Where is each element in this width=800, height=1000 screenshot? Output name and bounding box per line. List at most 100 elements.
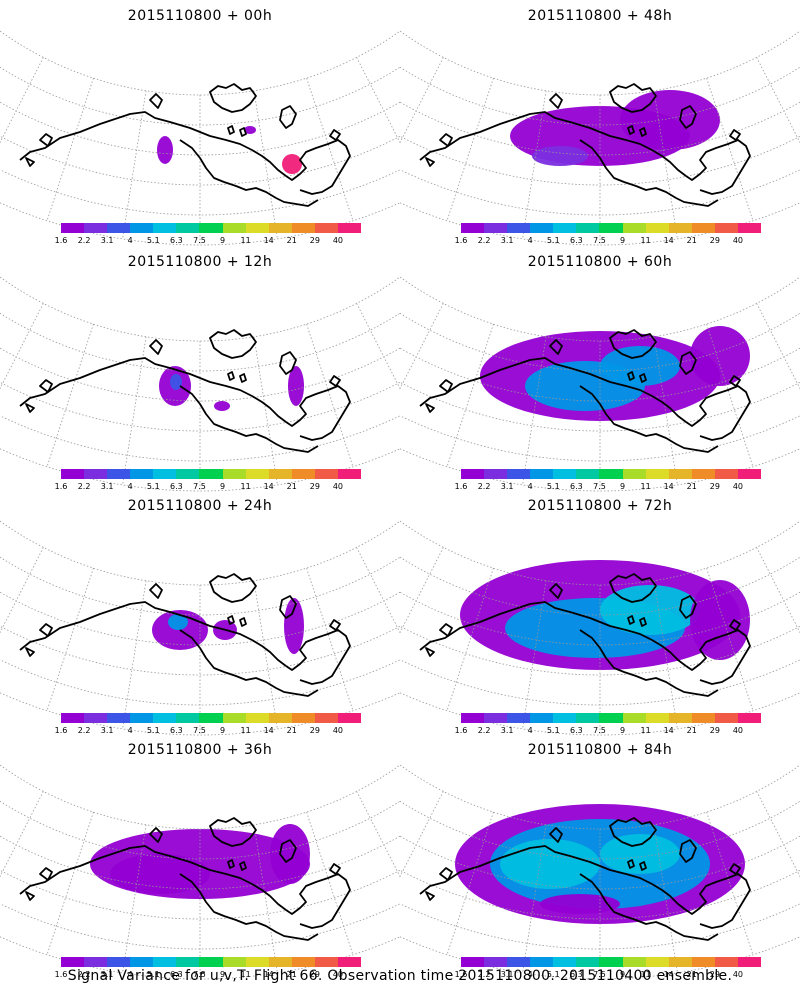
colorbar-swatch	[222, 713, 246, 723]
colorbar-tick-label: 2.2	[77, 970, 91, 979]
colorbar-tick-label: 6.3	[170, 236, 183, 245]
colorbar-tick-label: 29	[709, 970, 720, 979]
colorbar-swatch	[461, 713, 485, 723]
colorbar-swatch	[107, 957, 131, 967]
colorbar-labels: 1.6 2.2 3.1 4 5.1 6.3 7.5 9 11 14 21 29 40	[55, 482, 361, 492]
coastline	[419, 329, 751, 453]
colorbar-labels: 1.6 2.2 3.1 4 5.1 6.3 7.5 9 11 14 21 29 40	[55, 726, 361, 736]
forecast-panel: 2015110800 + 72h 1.6 2.2 3.1 4 5.1 6.3 7.5 9 11 14…	[400, 490, 800, 740]
colorbar-swatch	[576, 223, 600, 233]
colorbar-tick-label: 3.1	[500, 236, 514, 245]
colorbar-tick-label: 1.6	[454, 970, 468, 979]
variance-field	[157, 126, 302, 174]
colorbar-labels: 1.6 2.2 3.1 4 5.1 6.3 7.5 9 11 14 21 29 40	[55, 970, 361, 980]
polar-map	[0, 276, 400, 492]
colorbar	[61, 713, 362, 723]
colorbar-tick-label: 5.1	[546, 726, 560, 735]
colorbar-swatch	[268, 223, 292, 233]
colorbar-swatch	[61, 223, 85, 233]
variance-field	[510, 90, 720, 166]
colorbar-tick-label: 21	[686, 726, 697, 735]
colorbar-swatch	[599, 713, 623, 723]
forecast-panel: 2015110800 + 48h 1.6 2.2 3.1 4 5.1 6.3 7.5 9 11 14…	[400, 0, 800, 250]
colorbar-tick-label: 14	[663, 236, 674, 245]
forecast-panel: 2015110800 + 00h 1.6 2.2 3.1 4 5.1 6.3 7.5 9 11 14…	[0, 0, 400, 250]
colorbar-swatch	[245, 713, 269, 723]
colorbar-swatch	[84, 957, 108, 967]
polar-map	[400, 30, 800, 246]
colorbar-tick-label: 40	[732, 970, 744, 979]
colorbar-swatch	[622, 223, 646, 233]
colorbar-tick-label: 4	[527, 726, 533, 735]
colorbar-tick-label: 7.5	[593, 236, 606, 245]
colorbar-swatch	[314, 223, 338, 233]
colorbar-tick-label: 1.6	[454, 726, 468, 735]
colorbar-tick-label: 2.2	[477, 970, 491, 979]
polar-map	[0, 30, 400, 246]
colorbar-swatch	[130, 957, 154, 967]
colorbar-tick-label: 6.3	[570, 482, 583, 491]
colorbar-tick-label: 3.1	[500, 970, 514, 979]
colorbar-tick-label: 40	[732, 726, 744, 735]
colorbar-tick-label: 1.6	[54, 726, 68, 735]
colorbar-tick-label: 21	[286, 482, 297, 491]
forecast-panel: 2015110800 + 36h 1.6 2.2 3.1 4 5.1 6.3 7.5 9 11 14…	[0, 734, 400, 984]
colorbar-tick-label: 14	[263, 482, 274, 491]
colorbar-tick-label: 14	[263, 726, 274, 735]
colorbar-swatch	[530, 469, 554, 479]
colorbar-tick-label: 40	[332, 236, 344, 245]
colorbar-tick-label: 14	[263, 970, 274, 979]
variance-field	[460, 560, 750, 670]
colorbar-tick-label: 3.1	[100, 726, 114, 735]
colorbar-swatch	[530, 713, 554, 723]
colorbar-swatch	[337, 957, 362, 967]
colorbar-swatch	[268, 957, 292, 967]
colorbar-tick-label: 11	[640, 482, 651, 491]
colorbar-labels: 1.6 2.2 3.1 4 5.1 6.3 7.5 9 11 14 21 29 40	[55, 236, 361, 246]
colorbar-tick-label: 29	[709, 726, 720, 735]
colorbar-tick-label: 29	[709, 482, 720, 491]
colorbar-tick-label: 2.2	[477, 482, 491, 491]
colorbar-swatch	[714, 713, 738, 723]
variance-field	[480, 326, 750, 421]
colorbar-tick-label: 40	[732, 482, 744, 491]
colorbar-tick-label: 3.1	[100, 970, 114, 979]
colorbar-swatch	[61, 713, 85, 723]
colorbar	[61, 957, 362, 967]
colorbar-tick-label: 5.1	[146, 726, 160, 735]
colorbar-swatch	[314, 957, 338, 967]
colorbar-tick-label: 1.6	[454, 236, 468, 245]
map-grid	[400, 520, 800, 736]
colorbar-swatch	[507, 223, 531, 233]
colorbar-tick-label: 9	[619, 482, 626, 491]
colorbar-tick-label: 4	[527, 970, 533, 979]
colorbar-swatch	[84, 713, 108, 723]
colorbar-swatch	[291, 469, 315, 479]
colorbar-tick-label: 7.5	[193, 482, 206, 491]
colorbar-tick-label: 5.1	[546, 970, 560, 979]
colorbar-tick-label: 7.5	[193, 970, 206, 979]
colorbar-tick-label: 5.1	[546, 482, 560, 491]
polar-map	[0, 764, 400, 980]
colorbar-swatch	[245, 223, 269, 233]
colorbar-tick-label: 21	[686, 482, 697, 491]
forecast-panel: 2015110800 + 84h 1.6 2.2 3.1 4 5.1 6.3 7.5 9 11 14…	[400, 734, 800, 984]
colorbar-swatch	[153, 713, 177, 723]
colorbar-tick-label: 7.5	[193, 726, 206, 735]
colorbar-swatch	[61, 469, 85, 479]
forecast-panel: 2015110800 + 24h 1.6 2.2 3.1 4 5.1 6.3 7.5 9 11 14…	[0, 490, 400, 740]
colorbar-swatch	[622, 713, 646, 723]
colorbar-swatch	[337, 469, 362, 479]
colorbar-swatch	[622, 957, 646, 967]
colorbar	[461, 957, 762, 967]
colorbar-tick-label: 40	[332, 970, 344, 979]
colorbar-swatch	[176, 713, 200, 723]
colorbar-tick-label: 7.5	[193, 236, 206, 245]
colorbar-swatch	[553, 223, 577, 233]
colorbar-tick-label: 7.5	[593, 970, 606, 979]
colorbar-swatch	[461, 957, 485, 967]
panel-title: 2015110800 + 36h	[127, 742, 273, 758]
colorbar-swatch	[691, 957, 715, 967]
forecast-panel: 2015110800 + 60h 1.6 2.2 3.1 4 5.1 6.3 7.5 9 11 14…	[400, 246, 800, 496]
colorbar-tick-label: 1.6	[454, 482, 468, 491]
